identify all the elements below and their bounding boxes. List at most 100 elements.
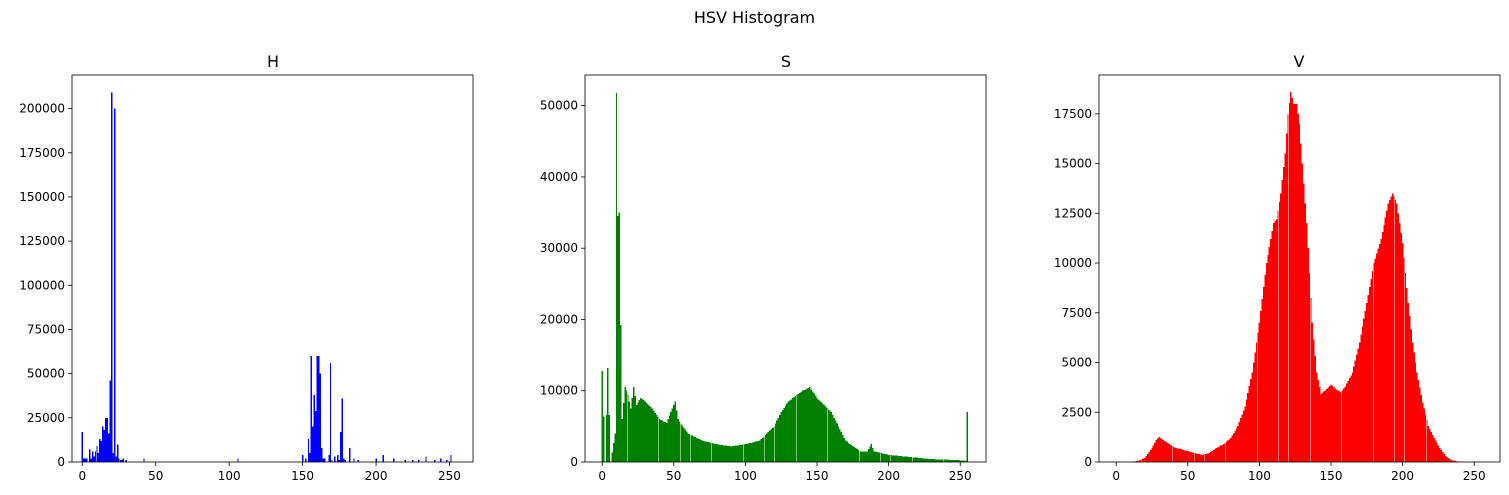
panel-s-bar [737,445,739,462]
panel-v-y-tick-label: 7500 [1061,306,1092,320]
panel-s-bar [791,398,794,462]
panel-s-bar [872,447,874,462]
panel-v-bar [1154,442,1156,462]
panel-v-y-tick-label: 17500 [1054,107,1092,121]
panel-s-bar [614,433,616,462]
panel-s-bar [767,432,770,462]
panel-v-bar [1198,454,1200,462]
panel-s-bar [733,445,735,462]
panel-v-bar [1361,326,1364,462]
panel-s-bar [648,405,651,462]
panel-v-bar [1344,386,1347,462]
panel-v-bar [1331,385,1334,462]
panel-s-bar [817,399,820,462]
panel-s-bar [657,417,659,462]
panel-v-bar [1394,200,1397,462]
panel-v-bar [1214,449,1216,462]
panel-s-bar [731,446,734,462]
panel-h-bar [337,454,339,462]
panel-s-bar [711,443,714,462]
panel-v-bar [1268,247,1271,462]
panel-s-bar [843,437,845,462]
panel-s-bar [641,399,643,462]
panel-s-bar [717,444,719,462]
panel-v-y-tick-label: 2500 [1061,405,1092,419]
panel-s-bar [907,456,910,462]
panel-v-bar [1255,342,1258,462]
panel-h-bar [404,460,407,462]
panel-v-bar [1356,354,1358,462]
panel-v-bar [1417,379,1420,462]
panel-h-bar [316,355,319,462]
panel-v-bar [1396,203,1398,462]
panel-h-bar [88,449,91,462]
panel-v-bar [1250,379,1252,462]
panel-s-bar [846,441,848,462]
panel-v-bar [1427,426,1430,462]
panel-s-bar [850,444,853,462]
panel-v-x-tick-label: 100 [1248,469,1271,483]
panel-v-bar [1371,270,1374,462]
panel-h-bar [412,460,414,462]
panel-s-bar [849,443,851,462]
panel-h-bar [143,458,145,462]
panel-s-bar [680,423,682,462]
panel-s-bar [829,410,831,462]
panel-v-bar [1254,352,1256,462]
panel-v-bar [1338,391,1341,462]
panel-v-bar [1257,332,1259,462]
panel-h-y-tick-label: 100000 [19,278,65,292]
panel-v-bar [1399,223,1401,462]
panel-h-bar [102,426,104,462]
panel-s-bar [852,445,854,462]
panel-v-bar [1290,91,1292,462]
panel-s-y-tick-label: 0 [570,455,578,469]
panel-s-bar [880,453,883,462]
panel-s-bar [665,422,668,462]
panel-v-bar [1397,213,1400,462]
panel-v-bar [1178,448,1180,462]
panel-h-y-tick-label: 150000 [19,190,65,204]
panel-h-y-tick-label: 50000 [27,367,65,381]
panel-s-bar [938,459,940,462]
panel-v-bar [1234,430,1236,462]
panel-s-bar [902,456,904,462]
panel-s-bar [900,456,903,462]
panel-v-bar [1210,452,1212,462]
panel-v-bar [1179,449,1182,462]
panel-v-y-tick-label: 10000 [1054,256,1092,270]
panel-s: S 0 50 100 150 200 250 0 10000 20000 30000 40000 50… [540,52,987,483]
panel-v-bar [1410,329,1412,462]
panel-v-x-tick-label: 250 [1463,469,1486,483]
panel-h-bar [84,458,86,462]
panel-v-bar [1142,458,1145,462]
panel-s-bar [784,405,787,462]
panel-s-bar [716,444,718,462]
panel-h-bar [103,430,106,462]
panel-v-bar [1273,223,1275,462]
panel-h-bar [334,456,336,462]
panel-v-bar [1192,452,1195,462]
panel-h-x-tick-label: 0 [78,469,86,483]
panel-v-bar [1261,298,1263,462]
panel-s-bar [771,427,774,462]
panel-v-bar [1357,348,1359,462]
panel-v-bar [1177,448,1179,462]
panel-s-bar [706,441,708,462]
panel-v-bar [1313,339,1315,462]
panel-h-x-tick-label: 150 [291,469,314,483]
panel-s-bar [748,443,751,462]
panel-h-bar [115,456,117,462]
panel-v-bar [1373,263,1375,462]
panel-s-bar [913,457,916,462]
panel-s-bar [608,414,611,462]
panel-s-bar [645,402,648,462]
panel-s-bar [628,401,631,462]
panel-v-bar [1231,435,1233,462]
panel-v-bar [1227,440,1229,462]
panel-s-bar [897,455,900,462]
panel-v-bar [1400,233,1402,462]
panel-v-bar [1252,362,1255,462]
panel-v-bar [1224,442,1226,462]
panel-v-bar [1444,456,1447,462]
